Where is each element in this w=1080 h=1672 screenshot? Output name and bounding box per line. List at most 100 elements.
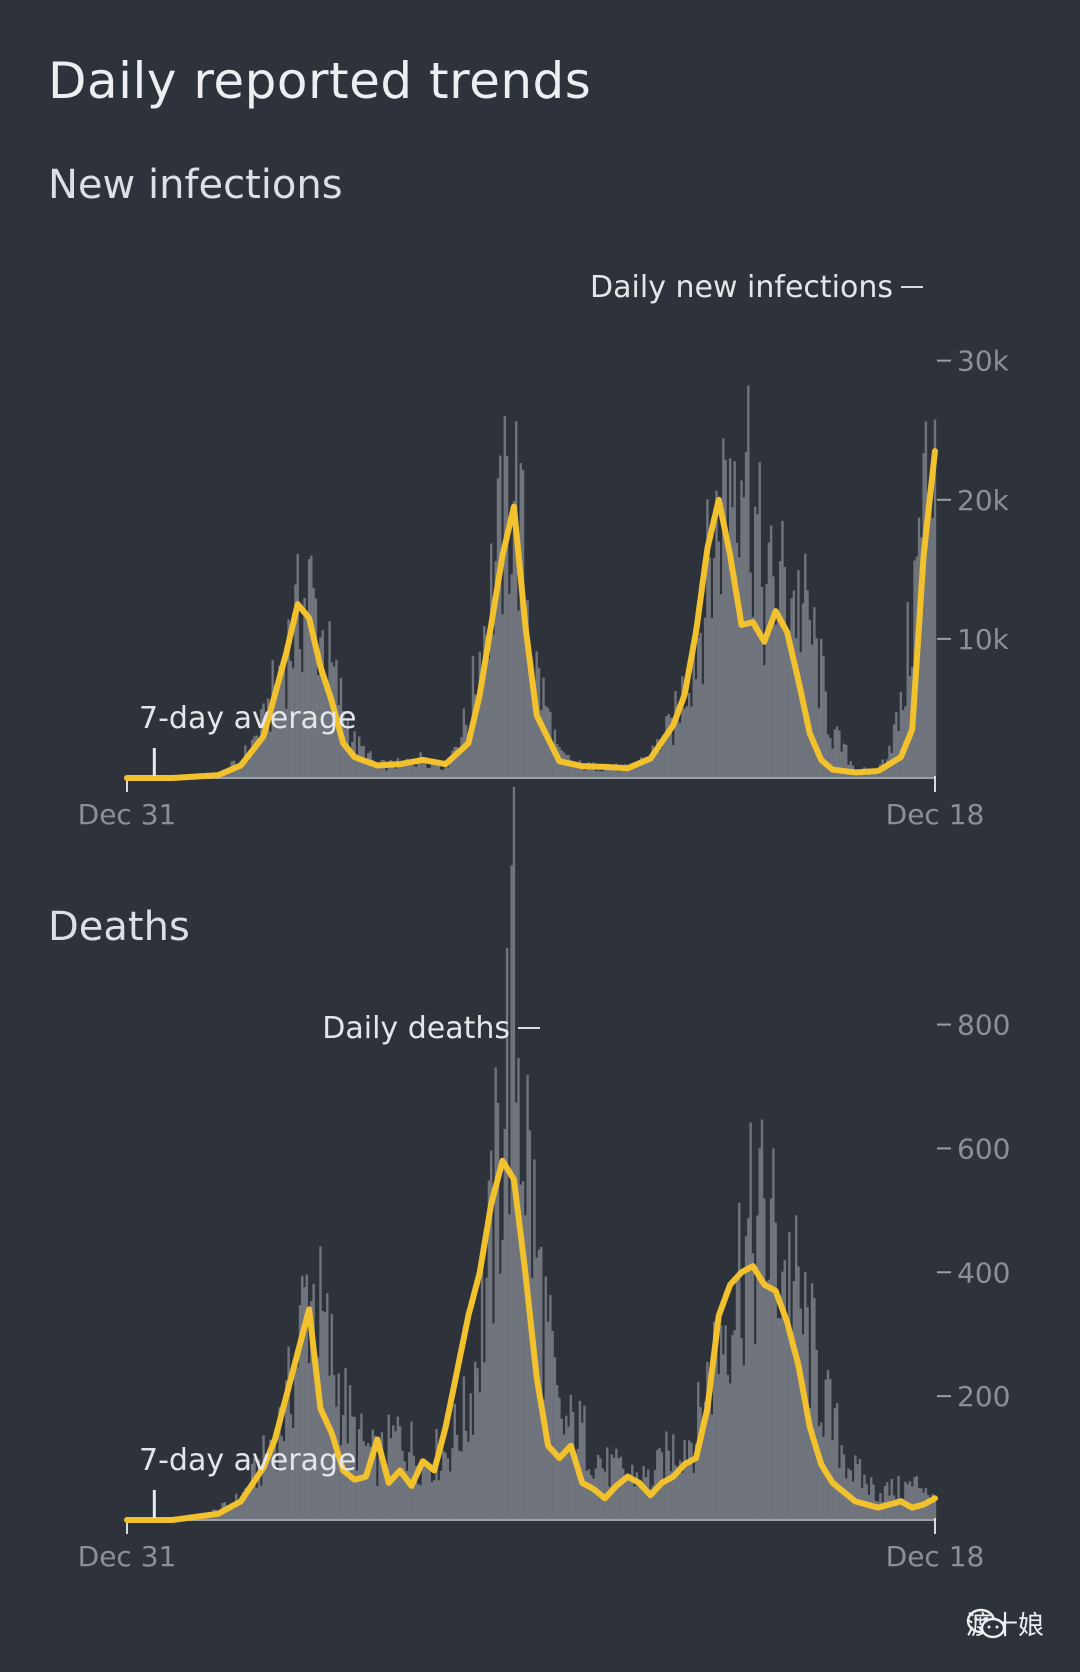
- daily-bar: [282, 663, 286, 778]
- daily-bar: [635, 763, 639, 778]
- daily-bar: [908, 1481, 912, 1520]
- daily-bar: [831, 748, 834, 778]
- daily-bar: [926, 502, 930, 778]
- daily-bar: [435, 1428, 438, 1520]
- daily-bar: [628, 1474, 632, 1520]
- daily-bar: [726, 1374, 730, 1520]
- daily-bar: [339, 1445, 343, 1520]
- daily-bar: [351, 741, 354, 778]
- daily-bar: [769, 525, 773, 778]
- daily-bar: [583, 770, 586, 778]
- daily-bar: [651, 1485, 654, 1520]
- daily-bar: [785, 1325, 789, 1520]
- daily-bar: [790, 598, 793, 778]
- daily-bar: [578, 1400, 582, 1520]
- daily-bar: [854, 1455, 857, 1520]
- daily-bar: [756, 514, 759, 778]
- seven-day-average-line: [124, 1157, 938, 1523]
- daily-bar: [667, 713, 670, 778]
- daily-bar: [474, 1361, 477, 1520]
- daily-bar: [781, 520, 784, 778]
- daily-bar: [360, 1413, 363, 1520]
- daily-bar: [701, 1435, 705, 1520]
- daily-bar: [423, 1459, 427, 1520]
- daily-bar: [335, 1406, 338, 1520]
- daily-bar: [590, 1475, 593, 1520]
- daily-bar: [895, 712, 898, 778]
- daily-bar: [255, 1487, 258, 1520]
- daily-bar: [239, 1501, 243, 1520]
- daily-bar: [633, 765, 636, 778]
- daily-bar: [439, 1470, 443, 1520]
- daily-bar: [881, 1501, 884, 1520]
- daily-bar: [713, 557, 716, 778]
- daily-bar: [797, 1266, 800, 1520]
- daily-bar: [266, 698, 270, 778]
- daily-bar: [382, 760, 386, 778]
- daily-bar: [765, 583, 768, 778]
- daily-bar: [772, 1148, 775, 1520]
- daily-bar: [291, 668, 295, 778]
- daily-bar: [569, 1394, 573, 1520]
- daily-bar: [665, 1431, 668, 1520]
- average-line-label: 7-day average: [139, 701, 356, 736]
- daily-bar: [626, 765, 629, 778]
- daily-bar: [719, 1325, 723, 1520]
- daily-bar: [526, 600, 529, 778]
- daily-bar: [430, 1481, 434, 1520]
- daily-bar: [312, 1283, 315, 1520]
- x-tick-label-start: Dec 31: [78, 798, 177, 831]
- daily-bar: [929, 491, 932, 778]
- daily-bar: [835, 1403, 839, 1520]
- daily-bar: [387, 1414, 390, 1520]
- daily-bar: [467, 1441, 470, 1520]
- daily-bar: [248, 1490, 252, 1520]
- daily-bar: [237, 1503, 240, 1520]
- daily-bar: [508, 1214, 511, 1520]
- daily-bar: [287, 619, 290, 778]
- daily-bar: [269, 1439, 272, 1520]
- daily-bar: [719, 594, 723, 778]
- daily-bar: [637, 1480, 641, 1520]
- daily-bar: [439, 769, 443, 778]
- daily-bar: [458, 751, 461, 778]
- daily-bar: [505, 948, 509, 1520]
- daily-bar: [446, 767, 450, 778]
- daily-bar: [783, 1260, 786, 1520]
- daily-bar: [301, 671, 304, 778]
- daily-bar: [373, 762, 377, 778]
- daily-bar: [433, 1479, 436, 1520]
- daily-bar: [674, 1465, 677, 1520]
- daily-bar: [669, 1471, 673, 1520]
- daily-bar: [633, 1486, 636, 1520]
- daily-bar: [246, 1486, 249, 1520]
- daily-bar: [801, 1334, 805, 1520]
- daily-bar: [776, 619, 780, 778]
- daily-bar: [326, 681, 329, 778]
- daily-bar: [594, 770, 598, 778]
- daily-bar: [480, 1266, 484, 1520]
- daily-bar: [392, 766, 395, 778]
- daily-bar: [829, 737, 832, 778]
- daily-bar: [278, 1407, 281, 1520]
- daily-bar: [565, 755, 568, 778]
- daily-bar: [494, 561, 497, 778]
- daily-bar: [276, 690, 279, 778]
- daily-bar: [647, 758, 650, 778]
- daily-bar: [501, 614, 504, 778]
- daily-bar: [369, 1446, 372, 1520]
- daily-bar: [715, 1330, 718, 1520]
- daily-bar: [674, 691, 677, 778]
- daily-bar: [774, 1222, 777, 1520]
- daily-bar: [747, 385, 750, 778]
- daily-bar: [444, 1452, 447, 1520]
- daily-bar: [549, 1295, 552, 1520]
- daily-bar: [924, 421, 928, 778]
- daily-bar: [779, 1318, 782, 1520]
- daily-bar: [744, 451, 748, 778]
- daily-bar: [492, 634, 495, 778]
- daily-bar: [735, 542, 739, 778]
- daily-bar: [694, 679, 698, 778]
- daily-bar: [298, 1305, 302, 1520]
- daily-bar: [785, 631, 789, 778]
